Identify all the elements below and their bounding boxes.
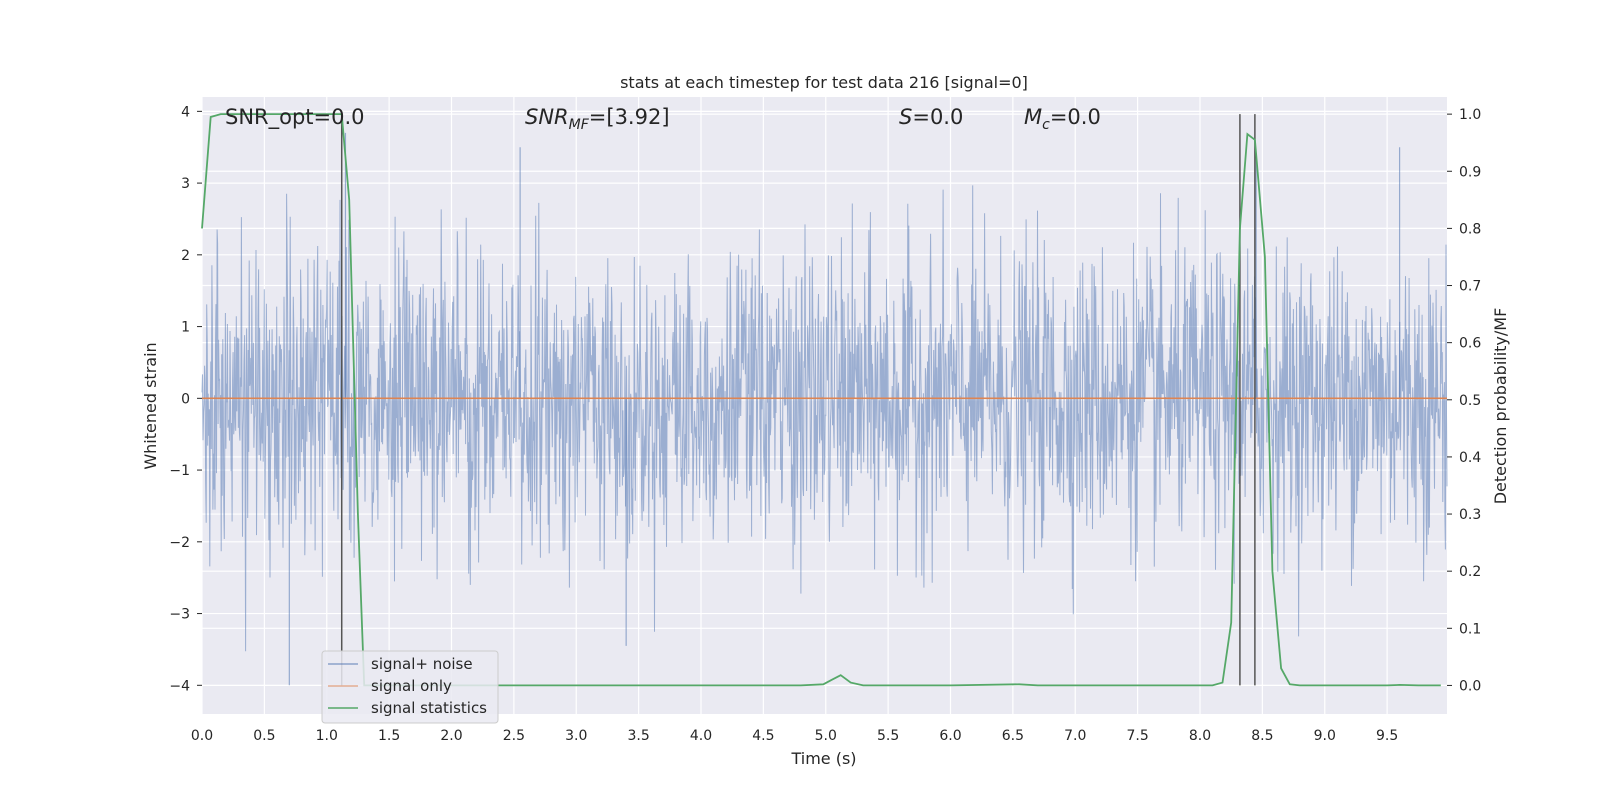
x-tick-label-19: 9.5 [1376, 728, 1398, 744]
left-tick-label-5: −1 [169, 463, 190, 479]
x-tick-label-7: 3.5 [627, 728, 649, 744]
x-tick-label-14: 7.0 [1064, 728, 1086, 744]
signal-statistics-line [201, 113, 1441, 687]
chart-title: stats at each timestep for test data 216… [620, 73, 1028, 92]
right-axis-label: Detection probability/MF [1491, 308, 1510, 505]
legend-label-signal-statistics: signal statistics [371, 699, 487, 717]
s-annotation: S=0.0 [899, 105, 963, 129]
x-axis-ticks: 0.0 0.5 1.0 1.5 2.0 2.5 3.0 3.5 4.0 4.5 5.0 5.5 6.0 6… [191, 728, 1398, 744]
right-tick-label-6: 0.4 [1459, 450, 1481, 466]
left-tick-label-8: −4 [169, 678, 190, 694]
left-tick-label-7: −3 [169, 607, 190, 623]
x-tick-label-13: 6.5 [1002, 728, 1024, 744]
left-tick-label-2: 2 [181, 248, 190, 264]
right-tick-label-5: 0.5 [1459, 393, 1481, 409]
right-tick-label-7: 0.3 [1459, 507, 1481, 523]
x-tick-label-0: 0.0 [191, 728, 213, 744]
signal-statistics-series [201, 113, 1441, 687]
legend: signal+ noise signal only signal statist… [321, 650, 499, 724]
x-tick-label-17: 8.5 [1251, 728, 1273, 744]
right-tick-label-8: 0.2 [1459, 564, 1481, 580]
left-axis-label: Whitened strain [141, 342, 160, 469]
left-tick-label-4: 0 [181, 391, 190, 407]
left-tick-label-0: 4 [181, 104, 190, 120]
snr-mf-annotation: SNRMF=[3.92] [525, 105, 670, 133]
right-tick-label-1: 0.9 [1459, 164, 1481, 180]
x-tick-label-18: 9.0 [1314, 728, 1336, 744]
right-tick-label-3: 0.7 [1459, 279, 1481, 295]
left-tick-label-1: 3 [181, 176, 190, 192]
x-tick-label-4: 2.0 [440, 728, 462, 744]
right-tick-label-9: 0.1 [1459, 621, 1481, 637]
legend-label-signal-only: signal only [371, 677, 452, 695]
x-tick-label-3: 1.5 [378, 728, 400, 744]
mc-annotation: Mc=0.0 [1024, 105, 1101, 133]
legend-box [321, 650, 499, 724]
left-tick-label-3: 1 [181, 320, 190, 336]
right-tick-label-10: 0.0 [1459, 678, 1481, 694]
left-tick-label-6: −2 [169, 535, 190, 551]
right-axis-ticks: 1.0 0.9 0.8 0.7 0.6 0.5 0.4 0.3 0.2 0.1 0.0 [1447, 107, 1481, 694]
right-tick-label-0: 1.0 [1459, 107, 1481, 123]
snr-opt-annotation: SNR_opt=0.0 [225, 105, 365, 130]
x-tick-label-9: 4.5 [752, 728, 774, 744]
x-tick-label-2: 1.0 [316, 728, 338, 744]
right-tick-label-4: 0.6 [1459, 336, 1481, 352]
x-tick-label-12: 6.0 [939, 728, 961, 744]
x-tick-label-16: 8.0 [1189, 728, 1211, 744]
vertical-markers [340, 114, 1256, 686]
x-tick-label-5: 2.5 [503, 728, 525, 744]
left-axis-ticks: 4 3 2 1 0 −1 −2 −3 −4 [169, 104, 202, 694]
legend-label-signal-noise: signal+ noise [371, 655, 473, 673]
x-tick-label-11: 5.5 [877, 728, 899, 744]
x-tick-label-15: 7.5 [1126, 728, 1148, 744]
x-tick-label-6: 3.0 [565, 728, 587, 744]
x-tick-label-8: 4.0 [690, 728, 712, 744]
right-tick-label-2: 0.8 [1459, 221, 1481, 237]
x-axis-label: Time (s) [790, 749, 856, 768]
x-tick-label-10: 5.0 [815, 728, 837, 744]
x-tick-label-1: 0.5 [253, 728, 275, 744]
